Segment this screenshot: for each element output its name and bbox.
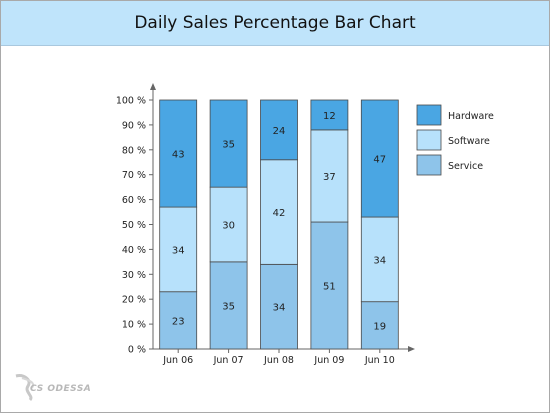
data-label: 30: [222, 221, 235, 232]
y-tick-label: 20 %: [122, 295, 146, 306]
bar-service: [360, 301, 399, 350]
legend-swatch-service: [416, 154, 442, 176]
data-label: 47: [373, 155, 386, 166]
data-label: 51: [323, 282, 336, 293]
y-tick-label: 0 %: [128, 345, 146, 356]
bar-software: [360, 216, 399, 303]
x-tick-label: Jun 07: [213, 355, 244, 366]
legend-label-software: Software: [448, 136, 490, 147]
logo-icon: [15, 374, 34, 402]
x-axis-arrow: [408, 346, 415, 352]
bar-service: [260, 263, 298, 350]
data-label: 12: [323, 111, 336, 122]
data-label: 42: [273, 208, 286, 219]
data-label: 35: [222, 301, 235, 312]
legend-swatch-software: [416, 129, 442, 151]
bar-software: [260, 159, 298, 265]
y-tick-label: 30 %: [122, 270, 146, 281]
y-tick-label: 50 %: [122, 220, 146, 231]
y-tick-label: 10 %: [122, 320, 146, 331]
data-label: 23: [172, 316, 185, 327]
legend-label-hardware: Hardware: [448, 111, 494, 122]
data-label: 35: [222, 140, 235, 151]
data-label: 34: [373, 255, 386, 266]
bar-hardware: [360, 99, 399, 218]
data-label: 34: [273, 303, 286, 314]
y-axis-arrow: [150, 83, 156, 90]
data-label: 19: [373, 321, 386, 332]
bar-hardware: [310, 99, 349, 131]
y-tick-label: 60 %: [122, 195, 146, 206]
title-bar: Daily Sales Percentage Bar Chart: [1, 1, 549, 46]
data-label: 43: [172, 150, 185, 161]
legend-label-service: Service: [448, 161, 483, 172]
y-tick-label: 90 %: [122, 120, 146, 131]
x-tick-label: Jun 08: [263, 355, 294, 366]
x-tick-label: Jun 06: [162, 355, 193, 366]
chart-title: Daily Sales Percentage Bar Chart: [134, 13, 416, 33]
bar-hardware: [159, 99, 198, 208]
x-tick-label: Jun 09: [313, 355, 344, 366]
bar-hardware: [260, 99, 298, 161]
bar-software: [209, 186, 248, 263]
bar-service: [209, 261, 248, 350]
legend-swatch-hardware: [416, 104, 442, 126]
data-label: 37: [323, 172, 336, 183]
y-tick-label: 70 %: [122, 170, 146, 181]
x-tick-label: Jun 10: [364, 355, 395, 366]
data-label: 34: [172, 245, 185, 256]
logo-text: CS ODESSA: [30, 384, 92, 394]
y-tick-label: 100 %: [116, 96, 146, 107]
bar-hardware: [209, 99, 248, 188]
data-label: 24: [273, 126, 286, 137]
y-tick-label: 80 %: [122, 145, 146, 156]
y-tick-label: 40 %: [122, 245, 146, 256]
